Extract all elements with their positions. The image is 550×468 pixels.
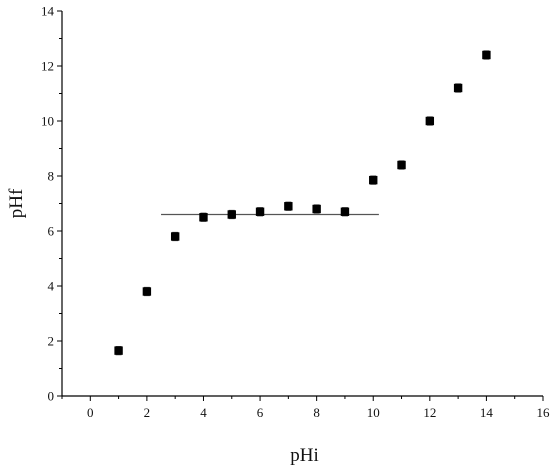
data-point	[453, 83, 463, 93]
data-point	[425, 116, 435, 126]
data-point	[142, 286, 152, 297]
data-point	[369, 175, 378, 185]
data-marker	[255, 207, 265, 216]
x-tick-label: 8	[313, 405, 320, 420]
data-marker	[453, 83, 463, 93]
data-marker	[369, 175, 378, 185]
data-point	[114, 346, 123, 356]
data-point	[227, 209, 236, 220]
data-marker	[114, 346, 123, 355]
x-tick-label: 16	[537, 405, 550, 420]
y-tick-label: 14	[41, 4, 55, 19]
data-point	[199, 212, 208, 222]
y-tick-label: 4	[48, 279, 55, 294]
plot-frame	[61, 11, 543, 397]
data-point	[397, 160, 406, 170]
data-marker	[425, 116, 435, 126]
data-marker	[397, 160, 406, 170]
y-tick-label: 0	[48, 389, 55, 404]
data-point	[482, 50, 491, 60]
y-axis-title: pHf	[6, 188, 27, 218]
x-axis-title: pHi	[290, 445, 319, 466]
x-tick-label: 12	[423, 405, 436, 420]
data-marker	[482, 50, 491, 60]
data-point	[284, 201, 293, 211]
x-tick-label: 6	[257, 405, 264, 420]
y-tick-label: 2	[48, 334, 55, 349]
data-point	[340, 207, 350, 217]
x-tick-label: 0	[87, 405, 94, 420]
x-tick-label: 4	[200, 405, 207, 420]
x-tick-label: 10	[367, 405, 380, 420]
y-tick-label: 8	[48, 169, 55, 184]
data-point	[312, 204, 321, 214]
x-axis-ticks: 0 2 4 6 8 10 12 14 16	[61, 396, 550, 420]
x-tick-label: 2	[144, 405, 151, 420]
data-marker	[170, 232, 180, 241]
data-marker	[284, 202, 293, 211]
y-tick-label: 6	[48, 224, 55, 239]
data-marker	[312, 204, 321, 214]
data-marker	[340, 207, 350, 216]
y-tick-label: 10	[41, 114, 54, 129]
data-marker	[199, 213, 208, 222]
data-point	[255, 207, 265, 217]
data-marker	[227, 210, 236, 219]
data-points	[114, 50, 491, 356]
data-point	[170, 231, 180, 242]
x-tick-label: 14	[480, 405, 494, 420]
y-axis-ticks: 0 2 4 6 8 10 12 14	[41, 4, 62, 404]
y-tick-label: 12	[41, 59, 54, 74]
data-marker	[142, 287, 152, 296]
